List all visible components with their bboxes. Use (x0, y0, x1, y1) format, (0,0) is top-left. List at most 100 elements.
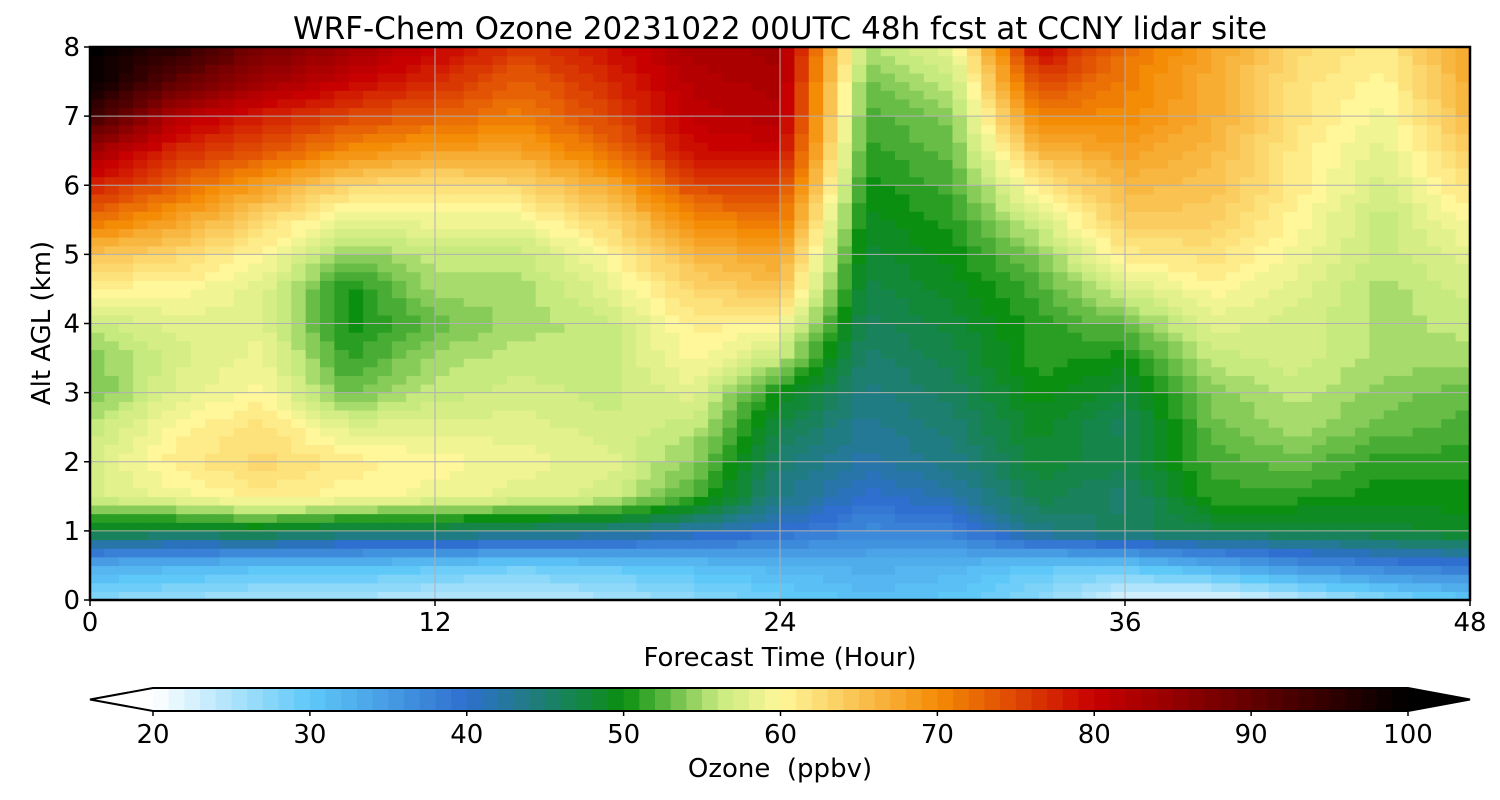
heatmap-cell (190, 418, 206, 428)
heatmap-cell (1139, 323, 1155, 333)
heatmap-cell (722, 539, 738, 549)
heatmap-cell (1168, 211, 1184, 221)
heatmap-cell (1398, 358, 1414, 368)
heatmap-cell (334, 366, 350, 376)
heatmap-cell (219, 366, 235, 376)
heatmap-cell (722, 392, 738, 402)
heatmap-cell (1225, 427, 1241, 437)
heatmap-cell (550, 418, 565, 428)
heatmap-cell (895, 513, 910, 523)
heatmap-cell (219, 228, 235, 238)
heatmap-cell (104, 470, 120, 480)
heatmap-cell (794, 496, 810, 506)
heatmap-cell (1340, 392, 1356, 402)
heatmap-cell (808, 193, 824, 204)
heatmap-cell (837, 479, 853, 489)
heatmap-cell (578, 418, 594, 428)
heatmap-cell (363, 349, 379, 359)
heatmap-cell (535, 401, 551, 411)
heatmap-cell (133, 237, 149, 247)
heatmap-cell (823, 280, 839, 290)
heatmap-cell (952, 167, 968, 178)
heatmap-cell (176, 504, 192, 515)
heatmap-cell (1240, 418, 1255, 428)
heatmap-cell (1225, 228, 1241, 238)
heatmap-cell (679, 444, 695, 454)
heatmap-cell (823, 496, 839, 506)
heatmap-cell (808, 159, 824, 169)
heatmap-cell (621, 323, 637, 333)
heatmap-cell (751, 565, 767, 575)
heatmap-cell (708, 245, 724, 255)
heatmap-cell (305, 167, 321, 178)
heatmap-cell (435, 288, 450, 299)
heatmap-cell (1398, 522, 1414, 532)
heatmap-cell (90, 487, 105, 497)
heatmap-cell (463, 522, 479, 532)
heatmap-cell (363, 358, 379, 368)
heatmap-cell (1225, 383, 1241, 394)
heatmap-cell (880, 323, 896, 333)
heatmap-cell (564, 522, 580, 532)
heatmap-cell (377, 159, 393, 169)
heatmap-cell (161, 176, 177, 186)
heatmap-cell (823, 539, 839, 549)
heatmap-cell (1297, 358, 1313, 368)
heatmap-cell (248, 479, 264, 489)
heatmap-cell (161, 159, 177, 169)
heatmap-cell (938, 435, 954, 446)
heatmap-cell (1153, 211, 1169, 221)
heatmap-cell (938, 530, 954, 541)
heatmap-cell (909, 574, 925, 584)
heatmap-cell (334, 461, 350, 471)
heatmap-cell (233, 306, 249, 316)
heatmap-cell (1297, 176, 1313, 186)
heatmap-cell (1283, 280, 1299, 290)
heatmap-cell (665, 323, 680, 333)
heatmap-cell (751, 574, 767, 584)
heatmap-cell (1426, 349, 1442, 359)
heatmap-cell (133, 323, 149, 333)
heatmap-cell (205, 159, 220, 169)
heatmap-cell (161, 591, 177, 600)
heatmap-cell (90, 280, 105, 290)
heatmap-cell (1297, 504, 1313, 515)
heatmap-cell (506, 556, 522, 567)
heatmap-cell (1139, 392, 1155, 402)
heatmap-cell (1153, 470, 1169, 480)
heatmap-cell (147, 358, 163, 368)
heatmap-cell (679, 427, 695, 437)
heatmap-cell (1010, 349, 1025, 359)
heatmap-cell (751, 496, 767, 506)
heatmap-cell (1355, 383, 1370, 394)
heatmap-cell (320, 453, 335, 463)
heatmap-cell (506, 496, 522, 506)
heatmap-cell (147, 332, 163, 342)
heatmap-cell (794, 263, 810, 273)
heatmap-cell (981, 375, 997, 385)
heatmap-cell (736, 314, 752, 325)
heatmap-cell (851, 444, 867, 454)
heatmap-cell (808, 582, 824, 592)
heatmap-cell (1426, 314, 1442, 325)
heatmap-cell (449, 392, 465, 402)
heatmap-cell (1297, 479, 1313, 489)
heatmap-cell (1311, 574, 1327, 584)
heatmap-cell (1297, 453, 1313, 463)
heatmap-cell (708, 539, 724, 549)
heatmap-cell (1010, 323, 1025, 333)
heatmap-cell (535, 332, 551, 342)
heatmap-cell (1355, 245, 1370, 255)
heatmap-cell (262, 435, 278, 446)
heatmap-cell (492, 176, 508, 186)
heatmap-cell (1240, 358, 1255, 368)
heatmap-cell (1455, 150, 1470, 160)
heatmap-cell (823, 591, 839, 600)
heatmap-cell (305, 444, 321, 454)
heatmap-cell (607, 453, 623, 463)
heatmap-cell (118, 513, 134, 523)
heatmap-cell (391, 470, 407, 480)
heatmap-cell (1096, 487, 1112, 497)
heatmap-cell (90, 427, 105, 437)
heatmap-cell (923, 202, 939, 212)
